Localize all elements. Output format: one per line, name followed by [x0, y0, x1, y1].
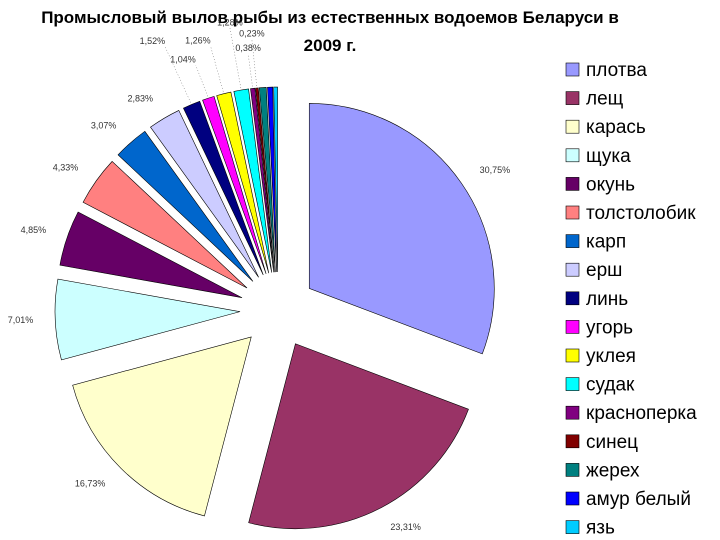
- legend-swatch: [565, 491, 580, 506]
- value-label: 1,28%: [217, 17, 243, 27]
- pie-slice: [267, 86, 277, 273]
- pie-slice: [258, 87, 276, 273]
- pie-slice: [250, 87, 274, 273]
- chart-title: Промысловый вылов рыбы из естественных в…: [41, 8, 619, 55]
- legend-label: карась: [586, 117, 646, 138]
- pie-slice: [216, 91, 270, 274]
- pie-slice: [308, 103, 495, 355]
- value-label: 0,38%: [235, 43, 261, 53]
- legend-label: окунь: [586, 174, 635, 195]
- leader-line: [229, 27, 242, 89]
- pie-slice: [255, 87, 275, 273]
- leader-line: [251, 39, 257, 87]
- legend-swatch: [565, 463, 580, 477]
- pie-slice: [183, 100, 264, 276]
- legend-swatch: [565, 434, 580, 449]
- pie-slice: [248, 343, 469, 530]
- legend-label: ерш: [586, 260, 622, 281]
- legend-swatch: [565, 377, 580, 391]
- legend-swatch: [565, 177, 580, 191]
- pie-slice: [59, 211, 243, 299]
- value-label: 1,52%: [140, 36, 166, 46]
- legend-swatch: [565, 148, 580, 163]
- leader-line: [247, 53, 253, 87]
- legend-label: лещ: [586, 89, 624, 110]
- legend-swatch: [565, 91, 580, 105]
- value-label: 16,73%: [75, 478, 106, 488]
- value-label: 4,33%: [53, 162, 79, 172]
- legend-swatch: [565, 320, 580, 334]
- value-label: 4,85%: [21, 225, 47, 235]
- legend-swatch: [565, 405, 580, 420]
- legend-label: красноперка: [586, 403, 697, 424]
- legend-label: карп: [586, 232, 626, 253]
- value-label: 2,83%: [128, 94, 154, 104]
- legend-label: толстолобик: [586, 203, 696, 224]
- legend-label: жерех: [586, 460, 640, 481]
- leader-line: [195, 65, 208, 97]
- legend-swatch: [565, 62, 580, 77]
- value-label: 0,23%: [239, 29, 265, 39]
- legend-label: плотва: [586, 60, 647, 81]
- pie-slice: [54, 278, 241, 361]
- legend-swatch: [565, 234, 580, 248]
- pie-slice: [233, 88, 273, 273]
- legend-label: уклея: [586, 346, 636, 367]
- value-label: 23,31%: [390, 522, 421, 532]
- pie-slice: [273, 86, 278, 273]
- legend-label: синец: [586, 432, 638, 453]
- pie-slice: [150, 110, 259, 278]
- leader-line: [164, 46, 191, 103]
- legend-swatch: [565, 205, 580, 220]
- value-label: 1,04%: [170, 55, 196, 65]
- legend-label: щука: [586, 146, 631, 167]
- value-label: 1,26%: [185, 36, 211, 46]
- value-label: 3,07%: [91, 120, 117, 130]
- pie-slice: [82, 160, 248, 289]
- legend-label: амур белый: [586, 489, 691, 510]
- value-label: 30,75%: [480, 165, 511, 175]
- legend-swatch: [565, 348, 580, 363]
- legend-swatch: [565, 119, 580, 134]
- legend-label: язь: [586, 518, 615, 539]
- legend-label: судак: [586, 375, 635, 396]
- legend-label: линь: [586, 289, 628, 310]
- legend-swatch: [565, 520, 580, 534]
- value-label: 7,01%: [8, 315, 34, 325]
- leader-line: [210, 46, 224, 92]
- pie-slice: [202, 96, 267, 275]
- pie-slice: [72, 336, 252, 517]
- legend-swatch: [565, 291, 580, 306]
- legend-swatch: [565, 262, 580, 277]
- pie-slice: [117, 130, 254, 282]
- legend-label: угорь: [586, 317, 633, 338]
